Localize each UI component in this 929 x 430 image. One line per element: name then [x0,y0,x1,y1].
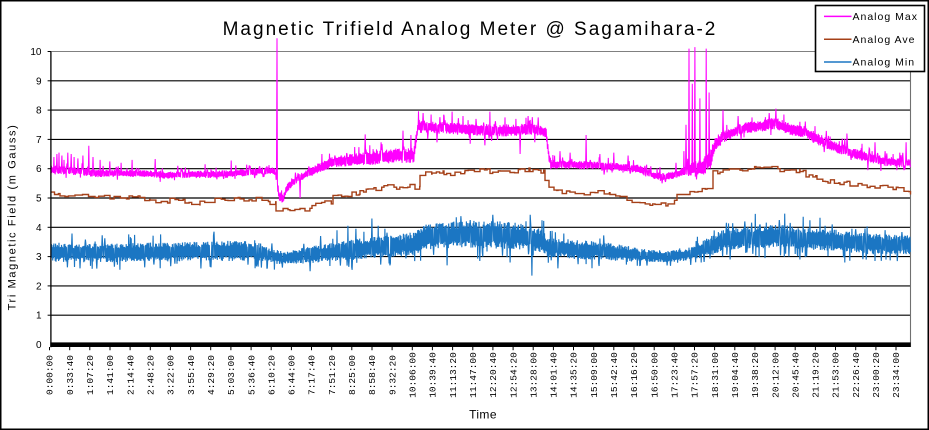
svg-text:10:06:00: 10:06:00 [408,352,419,398]
svg-text:9:32:20: 9:32:20 [387,355,398,395]
svg-text:8:58:40: 8:58:40 [367,355,378,395]
svg-text:6:10:20: 6:10:20 [266,355,277,395]
svg-text:5: 5 [36,194,42,205]
svg-text:23:34:00: 23:34:00 [891,352,902,398]
svg-text:20:12:00: 20:12:00 [770,352,781,398]
svg-text:2:14:40: 2:14:40 [125,355,136,395]
svg-text:8:25:00: 8:25:00 [347,355,358,395]
svg-text:4:29:20: 4:29:20 [206,355,217,395]
svg-text:1:07:20: 1:07:20 [85,355,96,395]
svg-text:12:54:20: 12:54:20 [508,352,519,398]
svg-text:Analog Max: Analog Max [853,11,918,23]
svg-text:23:00:20: 23:00:20 [871,352,882,398]
svg-text:3:55:40: 3:55:40 [186,355,197,395]
svg-text:1:41:00: 1:41:00 [105,355,116,395]
svg-text:1: 1 [36,311,42,322]
svg-text:17:57:20: 17:57:20 [690,352,701,398]
svg-text:7:17:40: 7:17:40 [307,355,318,395]
svg-text:Analog Ave: Analog Ave [853,34,916,46]
svg-text:Time: Time [469,408,497,422]
svg-text:5:36:40: 5:36:40 [246,355,257,395]
svg-text:10: 10 [30,47,42,58]
svg-text:8: 8 [36,106,42,117]
svg-text:14:35:20: 14:35:20 [569,352,580,398]
svg-text:Tri Magnetic Field (m Gauss): Tri Magnetic Field (m Gauss) [7,124,19,311]
svg-text:15:42:40: 15:42:40 [609,352,620,398]
svg-text:6:44:00: 6:44:00 [287,355,298,395]
svg-text:3:22:00: 3:22:00 [166,355,177,395]
svg-text:22:26:40: 22:26:40 [851,352,862,398]
svg-text:21:53:00: 21:53:00 [831,352,842,398]
svg-text:19:04:40: 19:04:40 [730,352,741,398]
svg-text:Magnetic Trifield Analog Meter: Magnetic Trifield Analog Meter @ Sagamih… [223,19,718,40]
svg-text:11:13:20: 11:13:20 [448,352,459,398]
svg-text:3: 3 [36,252,42,263]
svg-text:0:00:00: 0:00:00 [45,355,56,395]
svg-text:17:23:40: 17:23:40 [670,352,681,398]
svg-text:18:31:00: 18:31:00 [710,352,721,398]
svg-text:7:51:20: 7:51:20 [327,355,338,395]
svg-text:19:38:20: 19:38:20 [750,352,761,398]
svg-text:5:03:00: 5:03:00 [226,355,237,395]
svg-text:14:01:40: 14:01:40 [549,352,560,398]
svg-text:9: 9 [36,76,42,87]
svg-text:11:47:00: 11:47:00 [468,352,479,398]
svg-text:Analog Min: Analog Min [853,57,916,69]
svg-text:2: 2 [36,281,42,292]
svg-text:0: 0 [36,340,42,351]
svg-text:21:19:20: 21:19:20 [811,352,822,398]
svg-text:4: 4 [36,223,42,234]
svg-text:6: 6 [36,164,42,175]
svg-text:15:09:00: 15:09:00 [589,352,600,398]
svg-text:7: 7 [36,135,42,146]
svg-text:16:16:20: 16:16:20 [629,352,640,398]
svg-text:20:45:40: 20:45:40 [790,352,801,398]
svg-text:12:20:40: 12:20:40 [488,352,499,398]
svg-text:16:50:00: 16:50:00 [649,352,660,398]
svg-text:10:39:40: 10:39:40 [428,352,439,398]
svg-text:2:48:20: 2:48:20 [146,355,157,395]
svg-text:13:28:00: 13:28:00 [528,352,539,398]
svg-text:0:33:40: 0:33:40 [65,355,76,395]
